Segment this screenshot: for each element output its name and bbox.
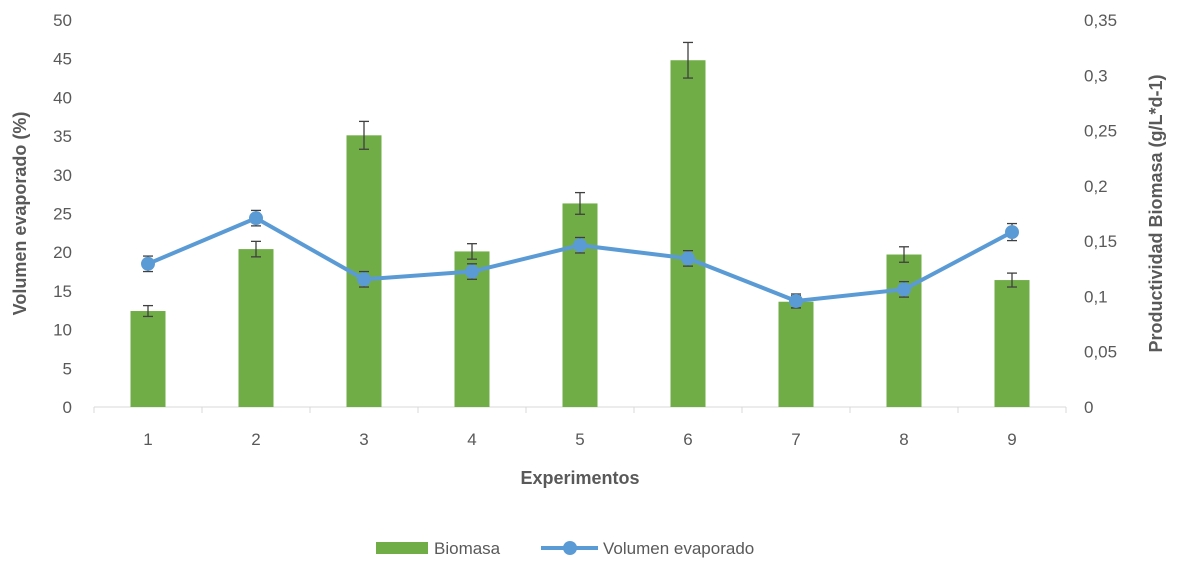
point-volumen-evaporado bbox=[897, 282, 911, 297]
point-volumen-evaporado bbox=[1005, 225, 1019, 240]
legend-swatch-marker bbox=[563, 541, 577, 555]
left-y-tick-label: 50 bbox=[53, 11, 72, 30]
point-volumen-evaporado bbox=[573, 238, 587, 253]
point-volumen-evaporado bbox=[141, 256, 155, 271]
point-volumen-evaporado bbox=[789, 293, 803, 308]
x-tick-label: 2 bbox=[251, 430, 260, 449]
left-y-tick-label: 0 bbox=[63, 398, 72, 417]
right-y-tick-label: 0,25 bbox=[1084, 122, 1117, 141]
right-y-tick-label: 0,2 bbox=[1084, 177, 1108, 196]
right-y-tick-label: 0 bbox=[1084, 398, 1093, 417]
x-tick-label: 9 bbox=[1007, 430, 1016, 449]
left-y-tick-label: 35 bbox=[53, 127, 72, 146]
bar-biomasa bbox=[238, 249, 274, 407]
legend-swatch-biomasa bbox=[376, 542, 428, 554]
x-tick-label: 3 bbox=[359, 430, 368, 449]
line-series-group bbox=[141, 209, 1019, 309]
bar-biomasa bbox=[778, 301, 814, 407]
bar-biomasa bbox=[670, 60, 706, 408]
bar-biomasa bbox=[562, 203, 598, 407]
x-axis-title: Experimentos bbox=[520, 468, 639, 488]
left-y-ticks: 0 5 10 15 20 25 30 35 40 45 50 bbox=[53, 11, 72, 417]
bar-biomasa bbox=[994, 280, 1030, 407]
left-y-axis-title: Volumen evaporado (%) bbox=[10, 112, 30, 316]
point-volumen-evaporado bbox=[357, 272, 371, 287]
legend: Biomasa Volumen evaporado bbox=[376, 539, 754, 558]
left-y-tick-label: 40 bbox=[53, 88, 72, 107]
left-y-tick-label: 30 bbox=[53, 166, 72, 185]
x-tick-label: 5 bbox=[575, 430, 584, 449]
legend-item-volumen: Volumen evaporado bbox=[541, 539, 754, 558]
x-axis-ticks: 1 2 3 4 5 6 7 8 9 bbox=[93, 407, 1067, 449]
bar-biomasa bbox=[886, 254, 922, 407]
x-tick-label: 7 bbox=[791, 430, 800, 449]
right-y-tick-label: 0,05 bbox=[1084, 343, 1117, 362]
left-y-tick-label: 20 bbox=[53, 243, 72, 262]
right-y-axis-title: Productividad Biomasa (g/L*d-1) bbox=[1146, 74, 1166, 352]
right-y-ticks: 0 0,05 0,1 0,15 0,2 0,25 0,3 0,35 bbox=[1084, 11, 1117, 417]
x-tick-label: 6 bbox=[683, 430, 692, 449]
right-y-tick-label: 0,15 bbox=[1084, 232, 1117, 251]
left-y-tick-label: 45 bbox=[53, 50, 72, 69]
legend-label-biomasa: Biomasa bbox=[434, 539, 501, 558]
left-y-tick-label: 25 bbox=[53, 205, 72, 224]
x-tick-label: 1 bbox=[143, 430, 152, 449]
right-y-tick-label: 0,3 bbox=[1084, 66, 1108, 85]
x-tick-label: 8 bbox=[899, 430, 908, 449]
legend-label-volumen: Volumen evaporado bbox=[603, 539, 754, 558]
point-volumen-evaporado bbox=[465, 264, 479, 279]
left-y-tick-label: 10 bbox=[53, 321, 72, 340]
left-y-tick-label: 5 bbox=[63, 359, 72, 378]
point-volumen-evaporado bbox=[681, 251, 695, 266]
right-y-tick-label: 0,35 bbox=[1084, 11, 1117, 30]
bar-biomasa bbox=[130, 311, 166, 407]
x-tick-label: 4 bbox=[467, 430, 476, 449]
left-y-tick-label: 15 bbox=[53, 282, 72, 301]
point-volumen-evaporado bbox=[249, 211, 263, 226]
right-y-tick-label: 0,1 bbox=[1084, 287, 1108, 306]
legend-item-biomasa: Biomasa bbox=[376, 539, 501, 558]
